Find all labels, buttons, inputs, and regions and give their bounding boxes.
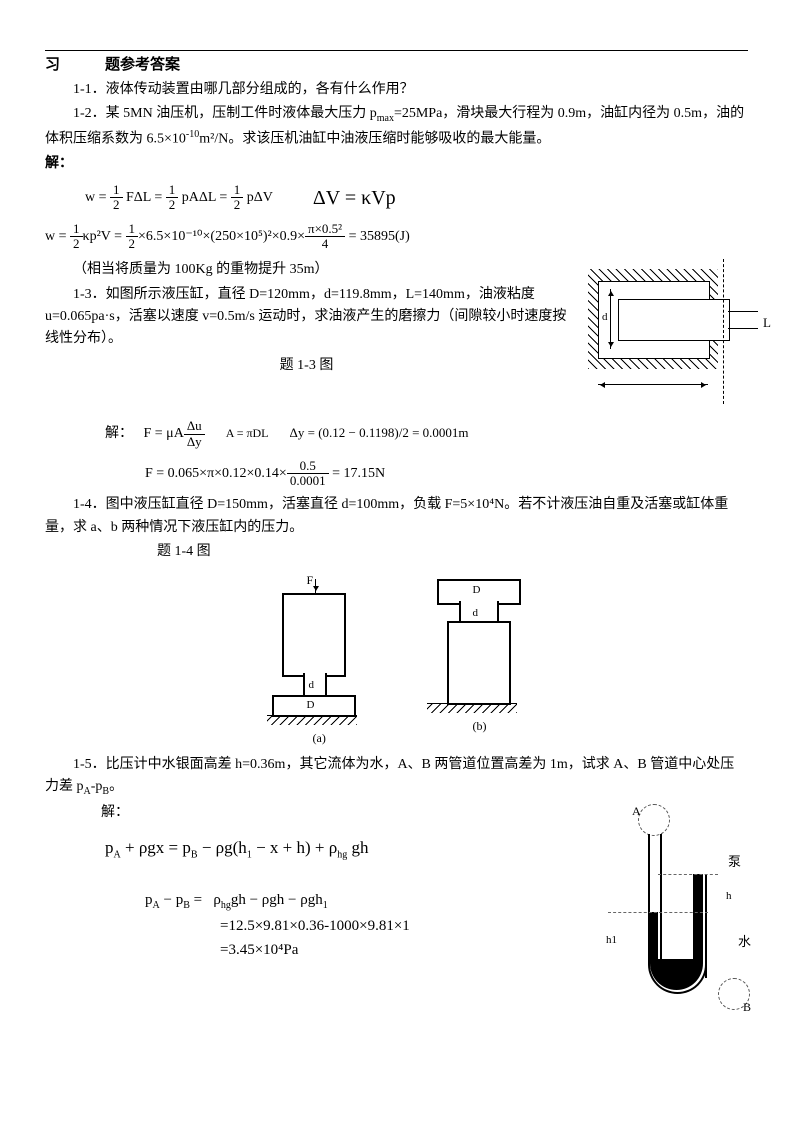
fig14-a: F d D (a) (267, 579, 367, 739)
eq13a-du: Δu (184, 419, 205, 434)
eq13d-d: 0.0001 (287, 474, 329, 488)
fig15-h1: h1 (606, 932, 617, 950)
fig14b-d: d (473, 605, 479, 623)
eq13b: A = πDL (226, 426, 269, 440)
q-1-2: 1-2．某 5MN 油压机，压制工件时液体最大压力 pmax=25MPa，滑块最… (45, 103, 748, 151)
sol-label: 解： (45, 156, 73, 171)
fig13-L: L (763, 313, 771, 334)
q-1-5: 1-5．比压计中水银面高差 h=0.36m，其它流体为水，A、B 两管道位置高差… (45, 754, 748, 800)
eq15b-r: ρhggh − ρgh − ρgh1 (213, 892, 327, 908)
eq13d-pre: F = 0.065×π×0.12×0.14× (145, 466, 287, 481)
header-left: 习 (45, 53, 105, 77)
eq-1-2c: w = 12κp²V = 12×6.5×10⁻¹⁰×(250×10⁵)²×0.9… (45, 222, 748, 252)
header-right: 题参考答案 (105, 53, 180, 77)
q15-A: A (84, 786, 91, 797)
eq12c-pid: 4 (305, 237, 345, 251)
eq12c-pin: π×0.5² (305, 222, 345, 237)
eq12c-mid: κp²V = (83, 229, 126, 244)
fig15-h: h (726, 888, 732, 906)
eq13c: Δy = (0.12 − 0.1198)/2 = 0.0001m (290, 425, 469, 440)
fig14a-D: D (307, 697, 315, 715)
q15-m: -p (91, 779, 103, 794)
fig13-d: d (602, 309, 608, 327)
q15-e: 。 (109, 779, 123, 794)
fig14a-d: d (309, 677, 315, 695)
eq-1-2-row: w = 12 FΔL = 12 pAΔL = 12 pΔV ΔV = κVp (85, 182, 748, 214)
eq15b-l: pA − pB = (145, 892, 202, 908)
fig15-x: 泵 (728, 852, 741, 873)
q-1-4: 1-4．图中液压缸直径 D=150mm，活塞直径 d=100mm，负载 F=5×… (45, 494, 748, 539)
figure-1-4: F d D (a) D d (b) (45, 579, 748, 739)
q12-pmax: max (377, 113, 394, 124)
q15-t: 1-5．比压计中水银面高差 h=0.36m，其它流体为水，A、B 两管道位置高差… (45, 757, 734, 794)
sol-1-2: 解： (45, 153, 748, 175)
eq12b: ΔV = κVp (313, 182, 396, 214)
eq13d-end: = 17.15N (329, 466, 386, 481)
fig15-B: B (743, 998, 751, 1017)
fig15-shui: 水 (738, 932, 751, 953)
fig14-caption: 题 1-4 图 (45, 541, 748, 563)
top-rule (45, 50, 748, 51)
eq12a: w = 12 FΔL = 12 pAΔL = 12 pΔV (85, 183, 273, 213)
eq12c-nums: ×6.5×10⁻¹⁰×(250×10⁵)²×0.9× (138, 229, 305, 244)
q12-exp: -10 (186, 129, 199, 140)
fig15-A: A (632, 802, 641, 821)
fig14b-D: D (473, 582, 481, 600)
eq13d-n: 0.5 (287, 459, 329, 474)
eq13a-pre: F = μA (144, 426, 184, 441)
eq12c-end: = 35895(J) (345, 229, 410, 244)
sol-label-13: 解： (105, 426, 133, 441)
eq-1-3d: F = 0.065×π×0.12×0.14×0.50.0001 = 17.15N (145, 459, 748, 489)
eq12c-pre: w = (45, 229, 70, 244)
figure-1-5: A B h h1 泵 水 (578, 802, 748, 1022)
header: 习 题参考答案 (45, 53, 748, 77)
q12-unit: m²/N。求该压机油缸中油液压缩时能够吸收的最大能量。 (199, 132, 550, 147)
fig14b-cap: (b) (473, 717, 487, 736)
fig14-b: D d (b) (427, 579, 527, 739)
eq13a-dy: Δy (184, 435, 205, 449)
eq-1-3-row: 解： F = μAΔuΔy A = πDL Δy = (0.12 − 0.119… (105, 419, 748, 449)
q-1-1: 1-1．液体传动装置由哪几部分组成的，各有什么作用？ (45, 79, 748, 101)
figure-1-3: d L (578, 259, 748, 409)
q12-t1: 1-2．某 5MN 油压机，压制工件时液体最大压力 p (73, 106, 377, 121)
fig14a-cap: (a) (313, 729, 326, 748)
